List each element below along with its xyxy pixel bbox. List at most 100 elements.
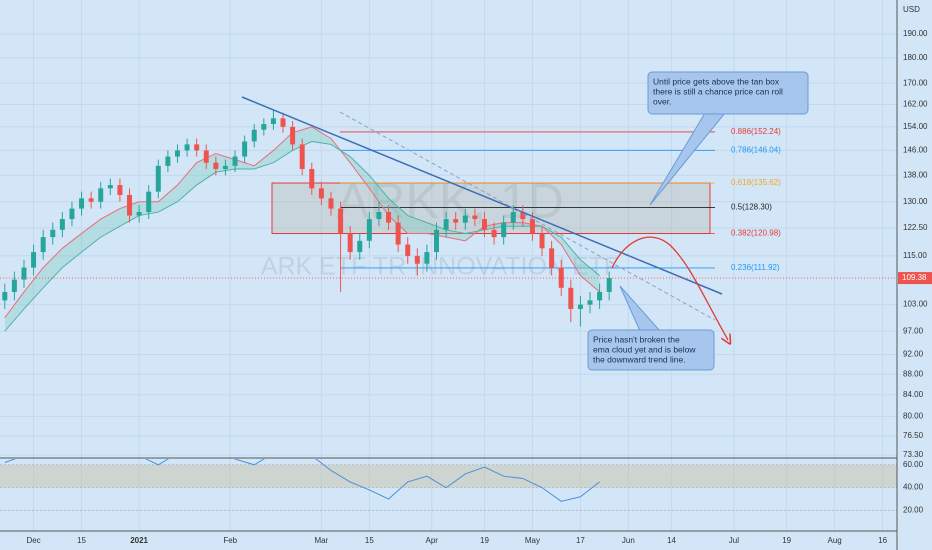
candle-body [31,252,37,268]
x-tick-label: 15 [77,536,86,545]
x-tick-label: Apr [425,536,438,545]
candle-body [549,248,555,268]
candle-body [203,150,209,163]
y-tick-label: 162.00 [903,100,928,109]
projection-arrow [611,236,728,340]
rsi-pane [0,459,897,511]
annotations: Until price gets above the tan boxthere … [593,76,783,364]
candle-body [606,278,612,292]
annotation-text: over. [653,96,671,106]
candle-body [2,291,8,301]
annotation-text: Price hasn't broken the [593,334,680,344]
candle-body [328,198,334,209]
fib-label: 0.618(135.62) [731,178,781,187]
candle-body [40,237,46,253]
x-tick-label: Jun [622,536,635,545]
callout-box [587,329,715,371]
candle-body [88,198,94,202]
fib-label: 0.382(120.98) [731,229,781,238]
y-tick-label: 122.50 [903,223,928,232]
y-tick-label: 103.00 [903,300,928,309]
rsi-tick-label: 40.00 [903,483,924,492]
y-tick-label: 73.30 [903,450,924,459]
candle-body [146,191,152,213]
candle-body [453,219,459,223]
candle-body [98,188,104,202]
candle-body [165,156,171,166]
candle-body [59,219,65,230]
candle-body [184,144,190,151]
y-tick-label: 138.00 [903,170,928,179]
x-tick-label: Dec [26,536,40,545]
x-tick-label: 15 [365,536,374,545]
y-tick-label: 80.00 [903,411,924,420]
y-tick-label: 190.00 [903,29,928,38]
candle-body [405,244,411,256]
candle-body [424,252,430,264]
y-tick-label: 115.00 [903,251,927,260]
y-tick-label: 92.00 [903,350,924,359]
candle-body [587,300,593,305]
x-tick-label: 16 [878,536,887,545]
candle-body [386,212,392,223]
fib-label: 0.5(128.30) [731,203,772,212]
x-tick-label: May [525,536,540,545]
candle-body [194,144,200,151]
last-price-tag [898,272,932,285]
candle-body [50,229,56,238]
y-tick-label: 180.00 [903,53,928,62]
candle-body [11,279,17,292]
candle-body [376,212,382,220]
fib: 0.886(152.24) 0.786(146.04) 0.618(135.62) 0… [271,127,781,272]
rsi-tick-label: 60.00 [903,460,924,469]
x-tick-label: 17 [576,536,585,545]
candle-body [414,255,420,264]
candle-body [309,168,315,189]
candle-body [510,212,516,223]
candle-body [520,212,526,220]
ema-fast [4,126,600,318]
candle-body [481,219,487,230]
y-tick-label: 84.00 [903,390,924,399]
x-tick-label: Feb [223,536,237,545]
y-tick-label: 76.50 [903,431,924,440]
candle-body [155,165,161,192]
currency-label: USD [903,5,920,14]
rsi-band [0,464,897,488]
candle-body [222,165,228,169]
candle-body [472,215,478,220]
fib-label: 0.786(146.04) [731,145,781,154]
candle-body [290,126,296,145]
y-tick-label: 97.00 [903,326,924,335]
x-tick-label: Jul [729,536,739,545]
x-tick-label: Aug [828,536,842,545]
candle-body [107,185,113,189]
candle-body [270,118,276,124]
candle-body [174,150,180,157]
candle-body [280,118,286,127]
candle-body [462,215,468,223]
candle-body [338,208,344,234]
annotation-text: Until price gets above the tan box [653,76,780,86]
candle-body [597,291,603,301]
annotation-text: the downward trend line. [593,354,686,364]
candle-body [79,198,85,209]
candle-body [491,229,497,238]
y-tick-label: 146.00 [903,146,928,155]
candle-body [261,123,267,130]
candle-body [318,188,324,199]
candle-body [242,141,248,157]
candle-body [213,162,219,169]
axes: 190.00 180.00 170.00 162.00 154.00 146.00 138.… [0,29,932,545]
callout-box [647,71,809,115]
y-tick-label: 88.00 [903,369,924,378]
trend-line-dashed [339,111,716,321]
candle-body [568,287,574,309]
candle-body [117,185,123,195]
candle-body [539,233,545,249]
candle-body [501,222,507,238]
candles [2,109,612,327]
fib-label: 0.236(111.92) [731,263,780,272]
candle-body [366,219,372,241]
annotation-text: there is still a chance price can roll [653,86,783,96]
